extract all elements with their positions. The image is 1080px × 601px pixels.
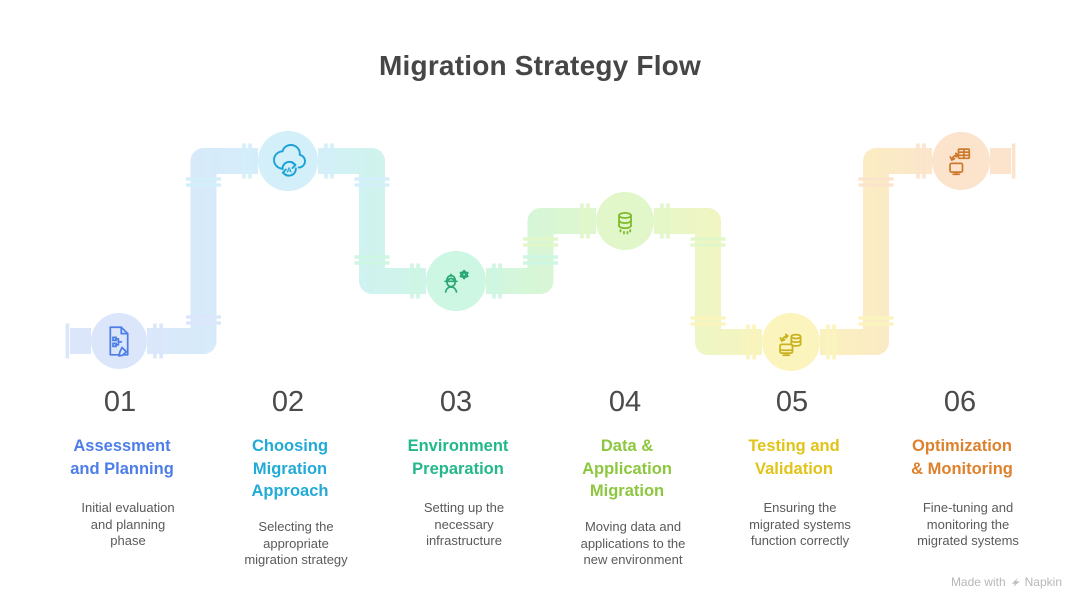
svg-text:A: A — [286, 166, 292, 175]
